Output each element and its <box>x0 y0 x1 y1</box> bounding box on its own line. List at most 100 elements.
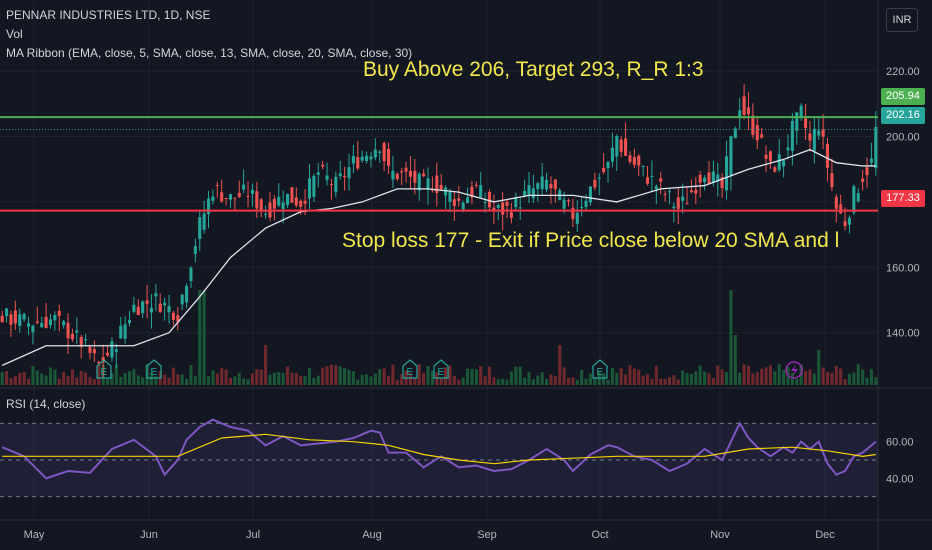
candle-body <box>316 172 320 175</box>
volume-bar <box>224 369 228 385</box>
candle-body <box>250 189 254 194</box>
volume-bar <box>141 377 145 385</box>
volume-bar <box>602 373 606 385</box>
candle-body <box>474 184 478 186</box>
volume-bar <box>874 377 878 385</box>
volume-bar <box>215 373 219 385</box>
volume-bar <box>637 369 641 385</box>
candle-body <box>277 196 281 206</box>
candle-body <box>707 172 711 184</box>
candle-body <box>334 176 338 193</box>
candle-body <box>571 207 575 220</box>
candle-body <box>654 186 658 190</box>
candle-body <box>716 174 720 182</box>
volume-bar <box>755 372 759 385</box>
earnings-marker-label: E <box>407 367 414 378</box>
candle-body <box>790 120 794 151</box>
volume-bar <box>575 379 579 385</box>
candle-body <box>852 186 856 213</box>
volume-bar <box>452 375 456 385</box>
volume-bar <box>88 377 92 385</box>
rsi-line <box>1 418 877 480</box>
volume-bar <box>422 372 426 385</box>
ma20-line <box>1 148 876 366</box>
price-tick-label: 140.00 <box>886 328 920 340</box>
volume-bar <box>615 372 619 385</box>
candle-body <box>343 175 347 178</box>
volume-bar <box>523 377 527 385</box>
candle-body <box>44 316 48 329</box>
candle-body <box>119 325 123 339</box>
candle-body <box>351 156 355 164</box>
volume-bar <box>645 374 650 385</box>
candle-body <box>751 115 755 135</box>
candle-body <box>259 199 263 210</box>
candle-body <box>395 173 399 180</box>
candle-body <box>237 193 241 197</box>
volume-bar <box>307 368 312 385</box>
stop-price-tag: 177.33 <box>881 190 925 207</box>
candle-body <box>145 300 149 304</box>
candle-body <box>185 285 189 303</box>
volume-bar <box>479 366 483 385</box>
volume-bar <box>812 373 816 385</box>
earnings-marker-label: E <box>151 367 158 378</box>
volume-bar <box>694 371 698 385</box>
time-tick-label: Oct <box>591 529 608 541</box>
time-tick-label: May <box>24 529 45 541</box>
candle-body <box>624 138 628 156</box>
volume-bar <box>75 377 79 385</box>
candle-body <box>584 200 588 207</box>
candle-body <box>808 133 812 141</box>
candle-body <box>290 187 294 203</box>
candle-body <box>553 179 557 190</box>
candle-body <box>746 107 751 115</box>
candle-body <box>760 133 764 138</box>
candle-body <box>804 118 808 129</box>
volume-bar <box>667 377 672 385</box>
volume-bar <box>97 364 101 385</box>
candle-body <box>114 349 118 352</box>
volume-bar <box>834 365 838 385</box>
volume-bar <box>391 364 395 385</box>
candle-body <box>62 321 66 326</box>
candle-body <box>79 337 83 347</box>
candle-body <box>786 147 790 151</box>
volume-bar <box>395 379 399 385</box>
earnings-marker-icon <box>433 359 449 379</box>
candle-body <box>220 192 224 202</box>
volume-bar <box>22 371 26 385</box>
candle-body <box>764 154 768 159</box>
candle-body <box>294 197 298 206</box>
candle-body <box>645 177 650 184</box>
volume-bar <box>746 365 751 385</box>
volume-bar <box>509 371 513 385</box>
volume-bar <box>729 290 733 385</box>
volume-bar <box>830 372 834 385</box>
volume-bar <box>711 378 715 385</box>
candle-body <box>206 198 211 215</box>
volume-bar <box>242 378 246 385</box>
volume-bar <box>198 290 202 385</box>
candle-body <box>839 204 843 214</box>
volume-bar <box>588 373 592 385</box>
candle-body <box>163 302 167 306</box>
candle-body <box>755 125 759 141</box>
volume-bar <box>725 372 729 385</box>
candle-body <box>246 195 250 197</box>
candle-body <box>321 164 325 167</box>
volume-bar <box>334 365 338 385</box>
candle-body <box>575 212 579 224</box>
volume-bar <box>163 374 167 385</box>
candle-body <box>167 305 171 313</box>
volume-bar <box>685 372 689 385</box>
candle-body <box>0 315 4 323</box>
volume-bar <box>773 371 777 385</box>
candle-body <box>255 191 259 209</box>
volume-bar <box>246 379 250 385</box>
volume-bar <box>400 374 404 385</box>
volume-bar <box>566 377 571 385</box>
candle-body <box>518 207 522 209</box>
currency-button[interactable]: INR <box>886 8 918 32</box>
